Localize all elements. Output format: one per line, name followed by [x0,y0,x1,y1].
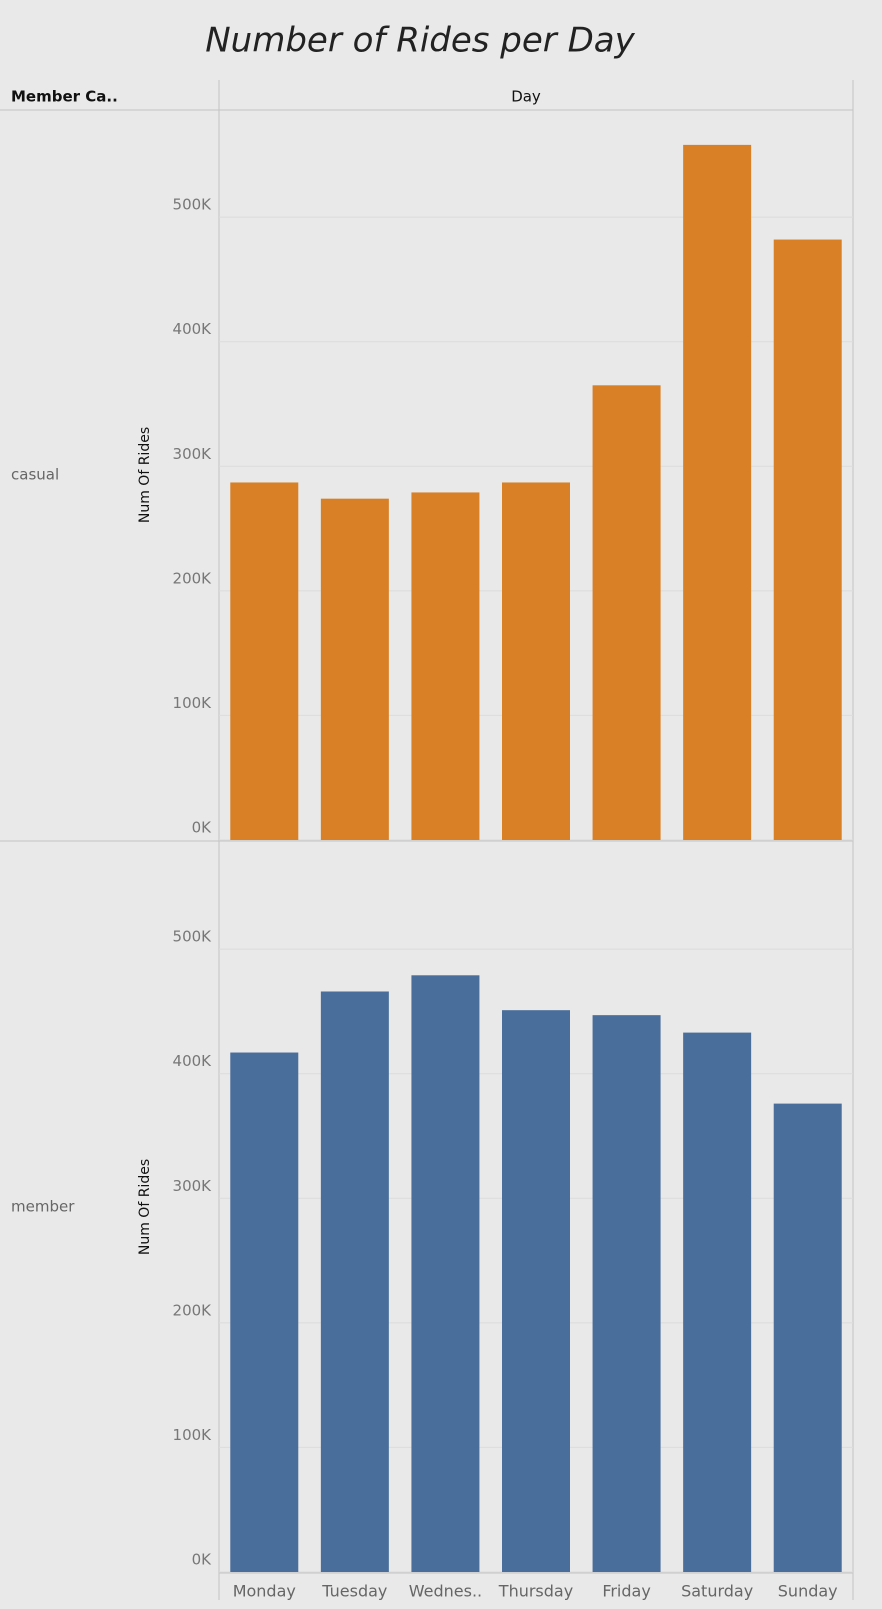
bar [683,1032,752,1572]
x-tick-label: Wednes.. [409,1582,482,1601]
bar [683,144,752,840]
row-header: Member Ca.. [11,88,118,106]
y-axis-title: Num Of Rides [137,427,153,523]
y-tick-label: 500K [173,928,213,946]
y-axis-title: Num Of Rides [137,1159,153,1255]
bar [230,482,299,840]
row-label: casual [11,466,59,484]
y-tick-label: 100K [173,694,213,712]
y-tick-label: 0K [192,819,213,837]
bar [320,498,389,840]
bar [773,239,842,840]
x-tick-label: Thursday [498,1582,573,1601]
row-label: member [11,1198,75,1216]
bar [592,1015,661,1572]
y-tick-label: 500K [173,196,213,214]
bar [592,385,661,840]
x-tick-label: Sunday [778,1582,838,1601]
x-tick-label: Tuesday [321,1582,387,1601]
x-tick-label: Monday [233,1582,296,1601]
bar [411,492,480,840]
x-tick-label: Saturday [681,1582,753,1601]
y-tick-label: 200K [173,1301,213,1319]
x-tick-label: Friday [602,1582,651,1601]
y-tick-label: 400K [173,1052,213,1070]
chart-title: Number of Rides per Day [205,21,635,61]
bar [411,975,480,1572]
y-tick-label: 200K [173,569,213,587]
bar [502,1010,570,1572]
y-tick-label: 300K [173,445,213,463]
bar [320,991,389,1572]
y-tick-label: 300K [173,1177,213,1195]
y-tick-label: 0K [192,1551,213,1569]
bar [773,1103,842,1572]
bar [230,1052,299,1572]
column-header: Day [511,88,541,106]
y-tick-label: 100K [173,1426,213,1444]
bar [502,482,570,840]
y-tick-label: 400K [173,320,213,338]
